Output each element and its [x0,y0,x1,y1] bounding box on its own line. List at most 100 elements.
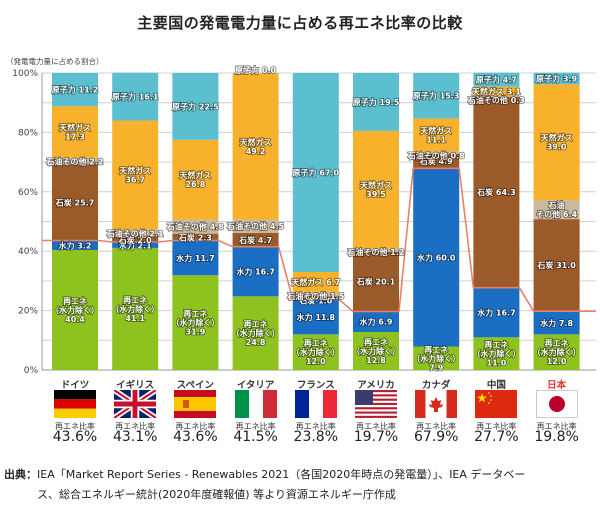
bar-segment [232,246,279,297]
segment-label: 再エネ [244,319,268,329]
segment-label: 石油 [548,200,565,210]
bar-segment [413,73,460,119]
segment-label: 石炭 31.0 [536,260,576,270]
segment-label: 水力 11.8 [296,312,336,322]
bar-segment [292,334,339,370]
rate-label: 再エネ比率 [295,422,336,431]
country-name: イギリス [116,380,155,391]
segment-label: 水力 2.1 [118,241,152,251]
segment-label: 40.4 [65,315,85,324]
segment-label: 水力 11.7 [175,253,215,263]
rate-label: 再エネ比率 [55,422,95,431]
segment-label: （水力除く） [171,318,219,328]
segment-label: 水力 60.0 [416,252,456,262]
y-tick-label: 60% [18,188,38,198]
segment-label: 天然ガス [541,133,573,143]
y-axis-label: （発電電力量に占める割合） [6,57,104,66]
bar-segment [533,334,580,370]
segment-label: 石炭 2.3 [178,233,212,243]
country-name: カナダ [421,380,451,391]
segment-label: 天然ガス [59,122,91,132]
segment-label: 39.5 [366,190,386,199]
bar-segment [112,229,159,236]
bar-segment [413,151,460,154]
bar-segment [533,200,580,220]
country-name: イタリア [236,380,275,391]
bar-segment [533,311,580,335]
segment-label: 水力 6.9 [359,317,393,327]
segment-label: 12.0 [306,357,326,366]
segment-label: 石炭 2.0 [118,235,152,245]
bar-segment [413,118,460,152]
rate-label: 再エネ比率 [476,422,517,431]
bar-segment [473,72,520,87]
segment-label: 再エネ [304,338,328,348]
segment-label: 原子力 15.3 [413,91,460,101]
bar-segment [232,73,279,220]
rate-value: 19.7% [353,429,399,445]
segment-label: 石油その他 2.1 [106,229,164,239]
renewable-ratio-line [42,167,596,313]
stacked-bar-chart: 0%20%40%60%80%100% 再エネ（水力除く）40.4水力 3.2石炭… [12,64,596,375]
segment-label: 原子力 16.1 [112,92,159,102]
source-note: 出典：IEA「Market Report Series - Renewables… [4,465,594,505]
canada-flag [415,390,458,418]
bar-segment [172,275,219,370]
segment-label: 再エネ [63,296,87,306]
country-name: ドイツ [60,380,90,391]
rate-value: 41.5% [233,429,278,445]
chart-title: 主要国の発電電力量に占める再エネ比率の比較 [137,14,463,32]
bar-segment [533,72,580,85]
bar-segment [52,164,98,241]
segment-label: 石炭 25.7 [55,197,95,207]
bar-segment [232,232,279,247]
segment-label: 石炭 4.7 [238,235,272,245]
segment-label: 49.2 [246,147,266,156]
segment-label: 石炭 1.0 [298,295,332,305]
rate-label: 再エネ比率 [115,422,156,431]
y-tick-label: 40% [18,247,38,257]
segment-label: 石油その他 1.2 [347,247,405,257]
bar-segment [533,84,580,201]
segment-label: 天然ガス 6.7 [291,277,340,287]
bar-segment [413,168,460,347]
bars [52,72,580,370]
china-flag [475,390,518,418]
rate-label: 再エネ比率 [536,422,577,431]
segment-label: （水力除く） [111,304,159,314]
bar-segment [112,247,159,370]
segment-label: 石油その他 4.5 [226,221,284,231]
segment-label: 36.7 [125,176,145,185]
uk-flag [114,390,157,418]
y-tick-label: 20% [18,307,38,317]
segment-label: 再エネ [484,340,508,350]
segment-label: （水力除く） [51,305,99,315]
usa-flag [355,390,397,418]
bar-segment [353,130,399,249]
segment-label: 24.8 [246,338,266,347]
bar-segment [292,299,339,335]
segment-label: 石油その他 0.3 [467,95,525,105]
bar-segment [172,240,219,276]
segment-label: 石油その他 1.5 [286,291,344,301]
segment-label: 原子力 3.9 [536,73,577,83]
spain-flag [174,390,217,418]
segment-label: 再エネ [183,309,207,319]
segment-label: 水力 3.2 [58,240,92,250]
segment-label: 原子力 22.5 [172,101,219,111]
y-axis-ticks: 0% 20% 40% 60% 80% 100% [12,69,38,375]
rate-label: 再エネ比率 [356,422,396,431]
segment-label: 12.8 [366,356,386,365]
segment-label: 7.9 [429,363,444,372]
segment-label: 石炭 20.1 [356,277,396,287]
country-name: 日本 [547,380,567,391]
bar-segment [292,271,339,292]
bar-segment [292,73,339,272]
segment-label: （水力除く） [352,346,400,356]
country-name: フランス [296,380,335,391]
segment-label: 水力 7.8 [539,318,573,328]
country-name: 中国 [486,380,506,391]
bar-segment [112,235,159,242]
rate-value: 67.9% [413,429,459,445]
segment-label: 原子力 0.0 [235,65,276,75]
